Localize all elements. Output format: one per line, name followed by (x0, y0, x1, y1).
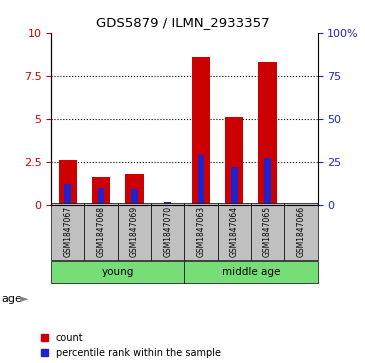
Text: young: young (101, 267, 134, 277)
Bar (92, 177, 110, 205)
Legend: count, percentile rank within the sample: count, percentile rank within the sample (41, 333, 221, 358)
Text: ►: ► (20, 294, 28, 305)
Bar (51, 261, 184, 283)
Bar (64, 184, 71, 205)
Bar (184, 203, 218, 260)
Bar (192, 57, 210, 205)
Bar (292, 204, 310, 205)
Bar (218, 203, 251, 260)
Bar (258, 62, 277, 205)
Bar (264, 158, 271, 205)
Text: GSM1847068: GSM1847068 (97, 206, 105, 257)
Bar (231, 167, 238, 205)
Text: GSM1847070: GSM1847070 (163, 206, 172, 257)
Text: GSM1847063: GSM1847063 (196, 206, 205, 257)
Text: age: age (2, 294, 23, 305)
Text: GSM1847066: GSM1847066 (296, 206, 306, 257)
Bar (284, 203, 318, 260)
Bar (131, 189, 138, 205)
Bar (297, 204, 304, 205)
Bar (158, 204, 177, 205)
Bar (84, 203, 118, 260)
Bar (125, 174, 143, 205)
Bar (164, 202, 171, 205)
Bar (151, 203, 184, 260)
Bar (51, 203, 84, 260)
Text: middle age: middle age (222, 267, 280, 277)
Text: GSM1847067: GSM1847067 (63, 206, 72, 257)
Text: GSM1847065: GSM1847065 (263, 206, 272, 257)
Bar (251, 203, 284, 260)
Text: GDS5879 / ILMN_2933357: GDS5879 / ILMN_2933357 (96, 16, 269, 29)
Bar (59, 160, 77, 205)
Text: GSM1847069: GSM1847069 (130, 206, 139, 257)
Text: GSM1847064: GSM1847064 (230, 206, 239, 257)
Bar (225, 117, 243, 205)
Bar (184, 261, 318, 283)
Bar (118, 203, 151, 260)
Bar (98, 188, 104, 205)
Bar (198, 155, 204, 205)
